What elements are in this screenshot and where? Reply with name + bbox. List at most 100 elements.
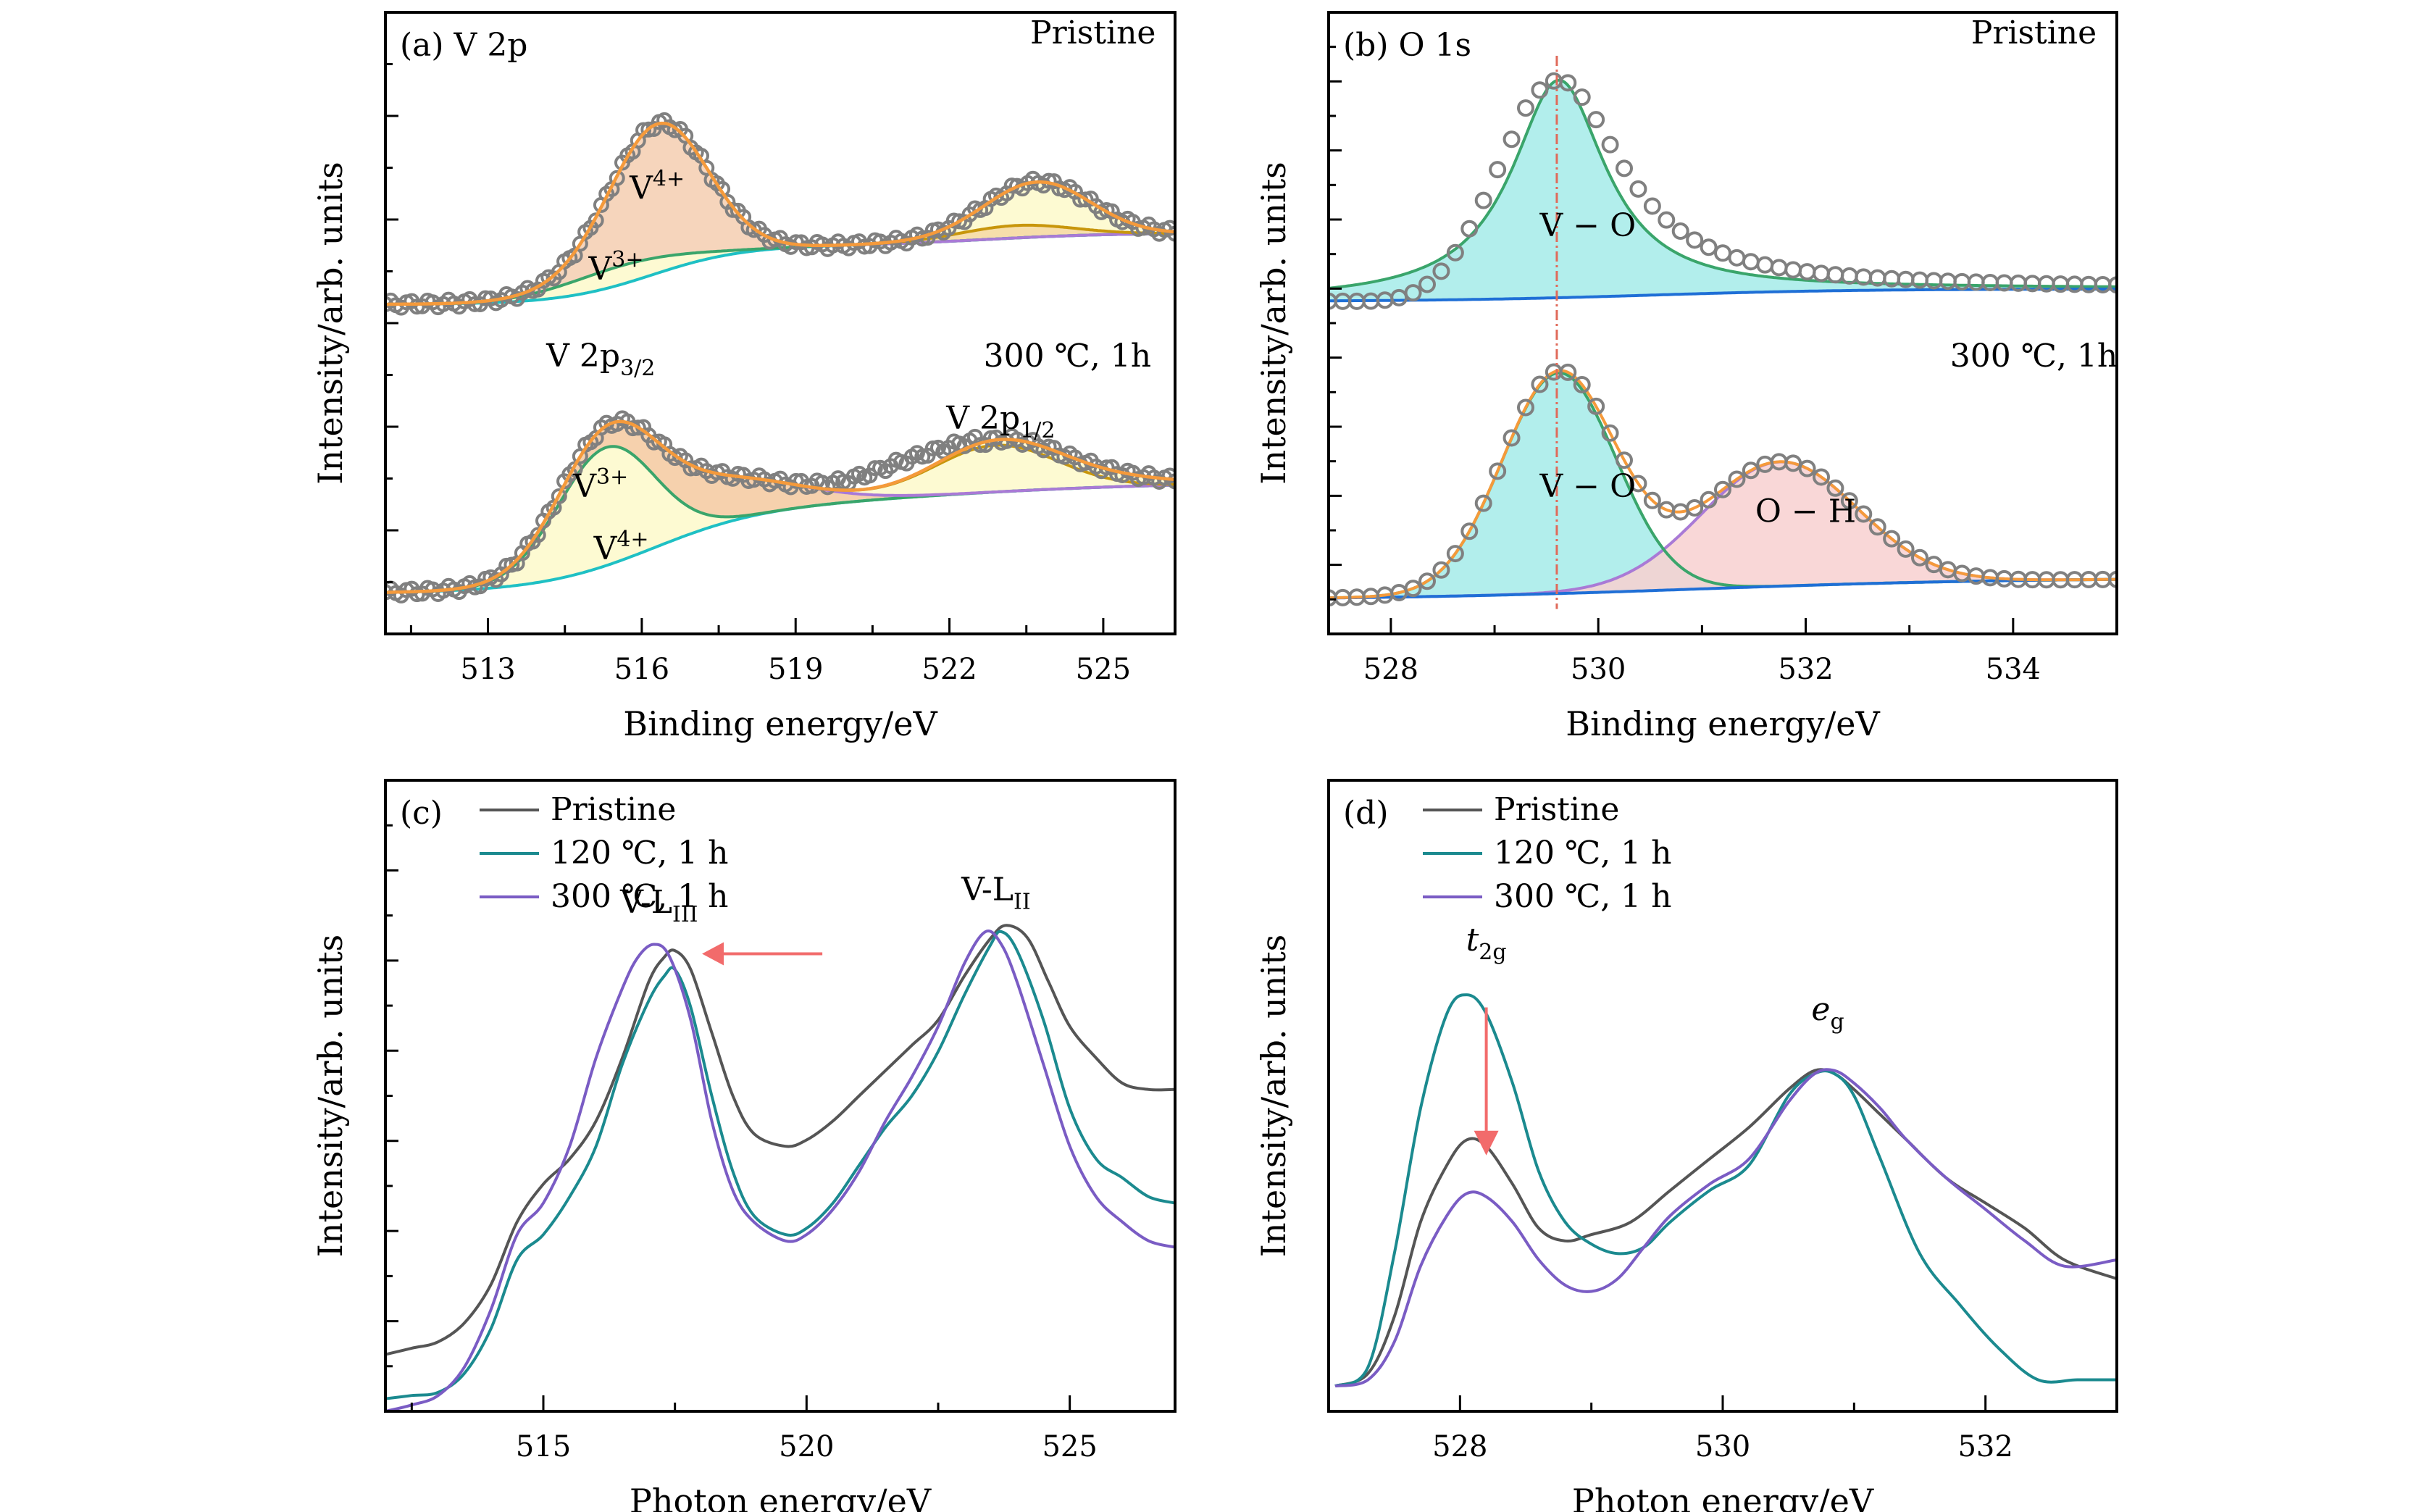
data-point [1742, 461, 1760, 480]
data-point [1601, 424, 1619, 442]
data-point [1460, 220, 1479, 238]
v-o-fill [1329, 372, 2117, 598]
data-point [1643, 197, 1661, 215]
x-tick-label: 528 [1432, 1430, 1487, 1463]
peak-annotation: V-LIII [619, 884, 698, 927]
legend-label: 120 ℃, 1 h [551, 835, 728, 872]
x-tick-label: 516 [614, 653, 669, 686]
peak-annotation: V-LII [961, 871, 1031, 914]
data-point [1616, 451, 1633, 469]
peak-annotation: t2g [1466, 922, 1507, 965]
panel-d-o-k-edge-xas: Pristine 120 ℃, 1 h 300 ℃, 1 h t2g eg 528 530 5… [1254, 779, 2118, 1512]
envelope-fit [385, 121, 1175, 306]
data-point [1167, 225, 1175, 242]
x-tick-label: 519 [768, 653, 823, 686]
x-tick-label: 530 [1695, 1430, 1750, 1463]
data-point [1404, 580, 1422, 598]
v-o-fill [1329, 80, 2117, 301]
panel-label: (d) [1343, 795, 1389, 832]
x-tick-label: 525 [1042, 1430, 1097, 1463]
data-point [1671, 222, 1689, 240]
plot-area [385, 924, 1175, 1411]
background-line [1329, 577, 2117, 600]
panel-label: (b) O 1s [1343, 27, 1471, 64]
peak-annotation: V3+ [588, 247, 643, 288]
plot-area [1329, 56, 2117, 609]
component-fill [385, 446, 1175, 593]
data-point [714, 180, 731, 197]
data-point [1489, 462, 1507, 480]
panel-label: (c) [400, 795, 443, 832]
data-point [1714, 244, 1731, 262]
data-point [1573, 375, 1591, 393]
data-point [1756, 256, 1774, 274]
peak-annotation: O − H [1755, 493, 1856, 530]
component-fill [385, 421, 1175, 593]
sample-label: 300 ℃, 1h [1950, 338, 2118, 375]
x-tick-label: 515 [516, 1430, 571, 1463]
shift-arrow-head [702, 942, 724, 966]
legend-label: Pristine [1494, 791, 1619, 828]
data-point [1742, 253, 1760, 271]
peak-annotation: V4+ [629, 166, 685, 206]
data-point [1404, 284, 1422, 302]
x-tick-label: 520 [779, 1430, 834, 1463]
component-fill [385, 421, 1175, 593]
sample-group-annealed [385, 410, 1175, 603]
envelope-fit [385, 419, 1175, 594]
data-point [1629, 475, 1647, 493]
data-point [1418, 275, 1436, 293]
series-line-120-1-h [1334, 993, 2117, 1388]
data-point [1531, 81, 1549, 99]
data-point [1883, 530, 1901, 548]
x-tick-label: 525 [1076, 653, 1131, 686]
sample-label: 300 ℃, 1h [984, 338, 1152, 375]
legend: Pristine 120 ℃, 1 h 300 ℃, 1 h [1423, 791, 1671, 915]
data-point [1686, 498, 1704, 517]
x-axis-title: Binding energy/eV [1566, 704, 1880, 743]
data-point [1868, 518, 1886, 536]
data-point [1489, 161, 1507, 179]
peak-annotation: V − O [1539, 207, 1637, 244]
data-point [1503, 130, 1521, 149]
plot-frame [384, 779, 1177, 1413]
y-axis-title: Intensity/arb. units [1254, 935, 1293, 1258]
series-line-120-1-h [385, 930, 1175, 1400]
plot-frame [1327, 779, 2118, 1413]
legend-label: Pristine [551, 791, 676, 828]
data-point [1460, 522, 1479, 540]
data-point [1686, 231, 1704, 249]
component-fill [385, 123, 1175, 304]
legend-label: 300 ℃, 1 h [1494, 878, 1671, 915]
x-tick-label: 522 [921, 653, 977, 686]
series-line-pristine [385, 924, 1175, 1356]
data-point [609, 170, 625, 186]
legend-label: 120 ℃, 1 h [1494, 835, 1671, 872]
sample-group-annealed [1329, 363, 2117, 607]
component-fill [385, 123, 1175, 304]
data-point [1714, 480, 1731, 498]
plot-frame [384, 11, 1177, 635]
y-axis-title: Intensity/arb. units [1254, 162, 1293, 485]
data-point [1784, 261, 1802, 279]
peak-annotation: V3+ [572, 464, 628, 505]
peak-annotation: V − O [1539, 468, 1637, 505]
peak-annotation: V4+ [593, 527, 649, 567]
sample-label: Pristine [1971, 14, 2097, 51]
data-point [1629, 180, 1647, 198]
component-fill [385, 233, 1175, 304]
data-point [1587, 111, 1605, 129]
data-point [1432, 262, 1450, 280]
panel-c-v-l-edge-xas: Pristine 120 ℃, 1 h 300 ℃, 1 hV-LIII V-LII 5… [311, 779, 1177, 1512]
x-tick-label: 513 [460, 653, 515, 686]
sample-label: Pristine [1030, 14, 1155, 51]
series-line-300-1-h [1334, 1068, 2117, 1388]
data-point [2108, 276, 2117, 294]
data-point [1643, 491, 1661, 509]
panel-b-o1s-xps: V − O Pristine V − O O − H 300 ℃, 1h 528 530 53… [1254, 11, 2118, 743]
x-axis-title: Photon energy/eV [630, 1482, 932, 1512]
x-axis-title: Binding energy/eV [623, 704, 937, 743]
data-point [1559, 363, 1577, 381]
data-point [1616, 159, 1633, 177]
